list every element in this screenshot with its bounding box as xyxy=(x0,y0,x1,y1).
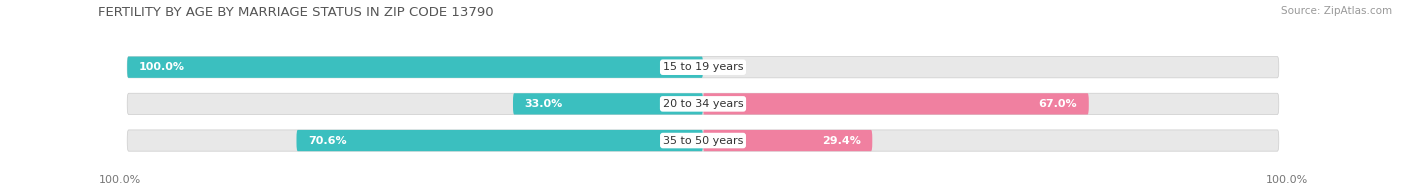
FancyBboxPatch shape xyxy=(703,130,872,151)
Text: 33.0%: 33.0% xyxy=(524,99,562,109)
FancyBboxPatch shape xyxy=(703,93,1088,114)
FancyBboxPatch shape xyxy=(127,130,1279,151)
FancyBboxPatch shape xyxy=(127,57,1279,78)
Text: 67.0%: 67.0% xyxy=(1039,99,1077,109)
Text: 70.6%: 70.6% xyxy=(308,136,347,146)
FancyBboxPatch shape xyxy=(513,93,703,114)
Text: Source: ZipAtlas.com: Source: ZipAtlas.com xyxy=(1281,6,1392,16)
Text: 100.0%: 100.0% xyxy=(98,175,141,185)
FancyBboxPatch shape xyxy=(127,57,703,78)
FancyBboxPatch shape xyxy=(297,130,703,151)
Text: 29.4%: 29.4% xyxy=(823,136,860,146)
Text: 35 to 50 years: 35 to 50 years xyxy=(662,136,744,146)
Text: 100.0%: 100.0% xyxy=(139,62,184,72)
Text: 20 to 34 years: 20 to 34 years xyxy=(662,99,744,109)
FancyBboxPatch shape xyxy=(127,93,1279,114)
Text: 15 to 19 years: 15 to 19 years xyxy=(662,62,744,72)
Text: 100.0%: 100.0% xyxy=(1265,175,1308,185)
Text: FERTILITY BY AGE BY MARRIAGE STATUS IN ZIP CODE 13790: FERTILITY BY AGE BY MARRIAGE STATUS IN Z… xyxy=(98,6,494,19)
